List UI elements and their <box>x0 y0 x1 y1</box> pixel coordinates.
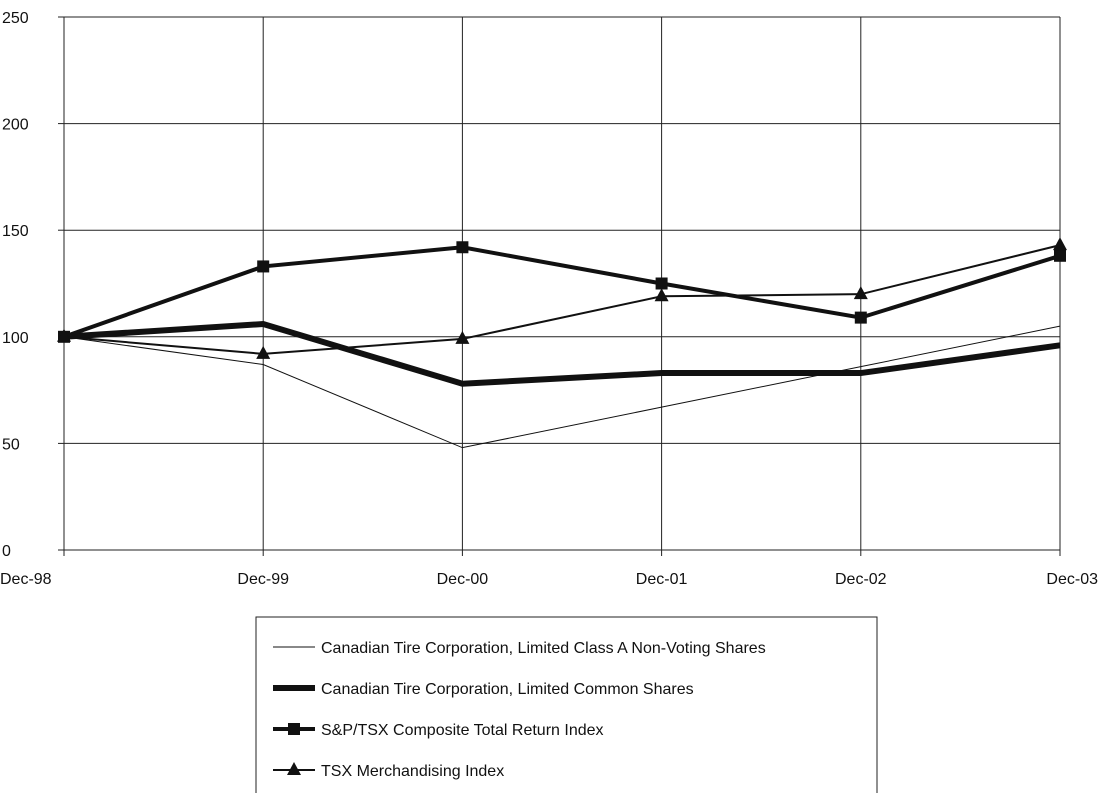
triangle-marker <box>853 286 868 300</box>
legend-label: Canadian Tire Corporation, Limited Class… <box>321 640 766 657</box>
series-line <box>63 244 1061 355</box>
x-tick-label: Dec-99 <box>237 571 289 588</box>
square-marker <box>854 311 867 324</box>
legend: Canadian Tire Corporation, Limited Class… <box>255 616 878 793</box>
square-marker <box>257 260 270 273</box>
y-tick-label: 50 <box>2 436 20 453</box>
plot-area <box>64 17 1060 550</box>
y-tick-label: 250 <box>2 10 29 27</box>
series-lines <box>57 237 1067 449</box>
legend-label: S&P/TSX Composite Total Return Index <box>321 722 604 739</box>
x-tick-label: Dec-01 <box>636 571 688 588</box>
legend-box <box>255 616 878 793</box>
square-marker <box>456 241 469 254</box>
axes: 0 50 100 150 200 250 Dec-98 Dec-99 Dec-00 Dec-01 D… <box>0 10 1098 588</box>
legend-item: Canadian Tire Corporation, Limited Commo… <box>273 681 694 698</box>
legend-item: S&P/TSX Composite Total Return Index <box>273 722 604 739</box>
y-tick-label: 0 <box>2 543 11 560</box>
x-tick-label: Dec-02 <box>835 571 887 588</box>
series-line <box>63 325 1061 449</box>
series-2 <box>58 241 1066 343</box>
triangle-marker <box>256 345 271 359</box>
triangle-marker <box>1053 237 1067 251</box>
legend-label: Canadian Tire Corporation, Limited Commo… <box>321 681 694 698</box>
square-marker <box>288 723 300 735</box>
x-tick-label: Dec-98 <box>0 571 52 588</box>
series-0 <box>63 325 1061 449</box>
legend-label: TSX Merchandising Index <box>321 763 504 780</box>
legend-item: TSX Merchandising Index <box>273 762 504 780</box>
legend-item: Canadian Tire Corporation, Limited Class… <box>273 640 766 657</box>
y-tick-label: 200 <box>2 117 29 134</box>
series-line <box>63 245 1061 339</box>
series-3 <box>57 237 1067 359</box>
x-tick-label: Dec-00 <box>437 571 489 588</box>
triangle-marker <box>654 288 669 302</box>
square-marker <box>1054 249 1066 262</box>
triangle-marker <box>57 328 71 342</box>
series-line <box>63 320 1061 387</box>
triangle-marker <box>455 330 470 344</box>
x-tick-label: Dec-03 <box>1046 571 1098 588</box>
triangle-marker <box>287 762 301 775</box>
y-tick-label: 150 <box>2 223 29 240</box>
square-marker <box>655 277 668 290</box>
y-tick-label: 100 <box>2 330 29 347</box>
series-1 <box>63 320 1061 387</box>
